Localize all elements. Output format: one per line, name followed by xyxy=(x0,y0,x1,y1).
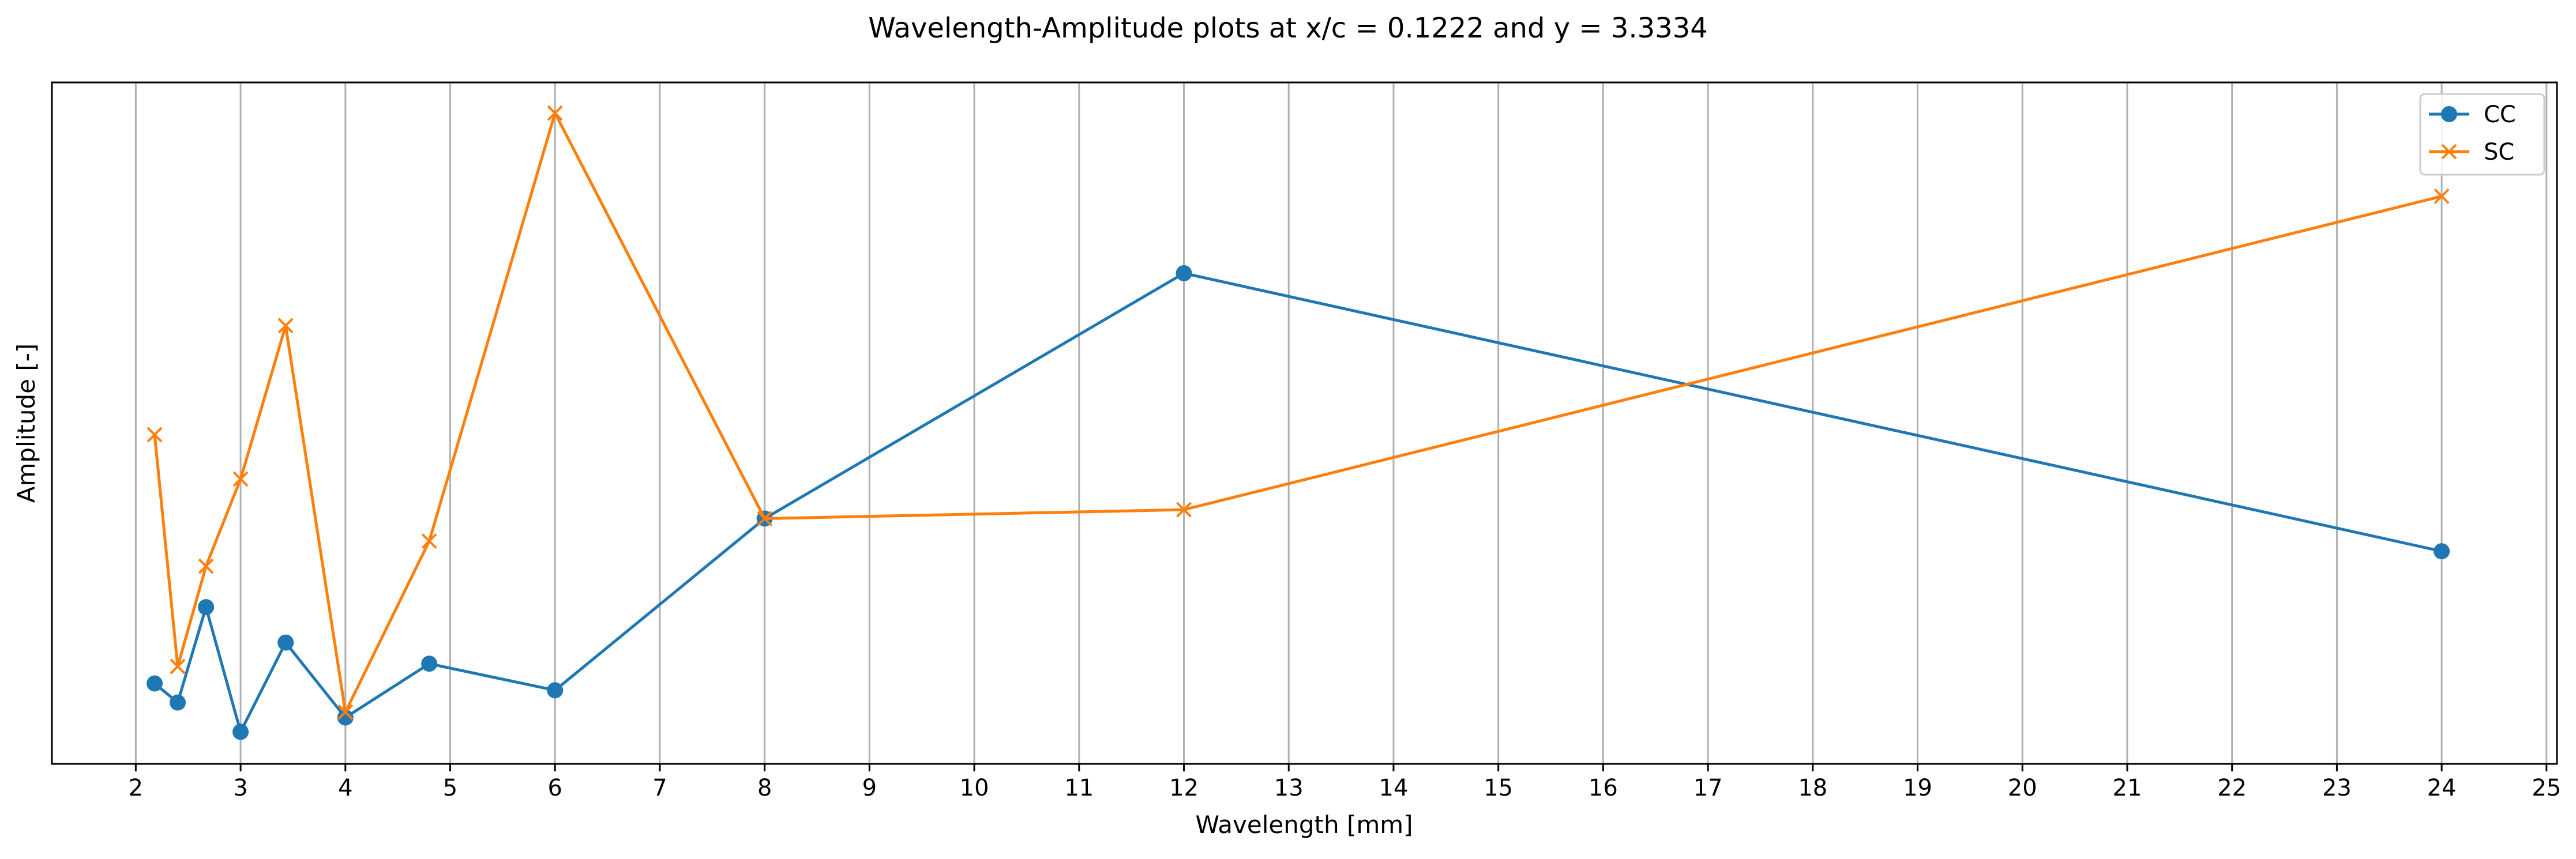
chart-title: Wavelength-Amplitude plots at x/c = 0.12… xyxy=(868,12,1708,44)
series-cc-point xyxy=(170,694,186,711)
series-cc-point xyxy=(2434,543,2450,560)
series-cc-point xyxy=(232,724,249,740)
x-tick-label: 8 xyxy=(757,775,772,801)
x-tick-label: 22 xyxy=(2217,775,2247,801)
x-tick-label: 13 xyxy=(1274,775,1304,801)
legend-swatch-marker xyxy=(2441,106,2457,122)
x-tick-label: 20 xyxy=(2008,775,2037,801)
x-tick-label: 19 xyxy=(1903,775,1932,801)
plot-area-frame xyxy=(51,81,2558,765)
x-tick-label: 4 xyxy=(338,775,352,801)
x-tick-label: 3 xyxy=(233,775,247,801)
x-tick-label: 5 xyxy=(443,775,457,801)
x-tick-label: 24 xyxy=(2427,775,2457,801)
x-tick-label: 21 xyxy=(2113,775,2142,801)
legend-swatch-marker xyxy=(2441,144,2457,160)
series-sc-point xyxy=(337,704,354,720)
series-cc-point xyxy=(337,709,354,726)
series-sc-point xyxy=(170,658,186,675)
x-tick-label: 12 xyxy=(1169,775,1199,801)
series-cc-point xyxy=(147,675,163,692)
series-sc-point xyxy=(277,318,294,334)
x-tick-label: 15 xyxy=(1484,775,1513,801)
legend-entry-cc: CC xyxy=(2429,101,2516,128)
y-axis-title: Amplitude [-] xyxy=(12,344,40,503)
series-sc-point xyxy=(547,105,563,121)
x-tick-label: 14 xyxy=(1379,775,1409,801)
legend-label: SC xyxy=(2484,139,2514,165)
legend-entry-sc: SC xyxy=(2429,139,2514,165)
series-sc-point xyxy=(421,533,437,549)
series-cc-point xyxy=(198,599,215,616)
series-sc-point xyxy=(2434,188,2450,204)
legend-label: CC xyxy=(2484,101,2516,128)
x-axis-title: Wavelength [mm] xyxy=(1195,811,1413,839)
series-sc-point xyxy=(147,427,163,443)
series-cc-point xyxy=(421,655,438,672)
x-tick-label: 16 xyxy=(1589,775,1618,801)
series-cc-point xyxy=(547,682,564,699)
legend: CC SC xyxy=(2419,93,2545,176)
x-tick-label: 23 xyxy=(2322,775,2352,801)
grid xyxy=(134,82,2548,764)
x-tick-label: 10 xyxy=(960,775,989,801)
x-axis-ticks: 2 3 4 5 6 7 8 9 10 11 12 13 14 15 16 17 18 19 20 21 22 23 24 25 xyxy=(129,764,2561,801)
x-tick-label: 9 xyxy=(862,775,877,801)
x-tick-label: 2 xyxy=(129,775,143,801)
series-layer xyxy=(147,105,2450,740)
x-tick-label: 17 xyxy=(1693,775,1723,801)
x-tick-label: 7 xyxy=(652,775,667,801)
series-sc-point xyxy=(1176,502,1192,518)
series-cc-point xyxy=(277,634,294,651)
series-sc-point xyxy=(757,511,773,526)
series-cc-point xyxy=(1176,265,1192,281)
series-sc-point xyxy=(198,558,214,574)
x-tick-label: 6 xyxy=(548,775,562,801)
x-tick-label: 25 xyxy=(2532,775,2561,801)
legend-box xyxy=(2419,93,2545,176)
x-tick-label: 18 xyxy=(1798,775,1827,801)
x-tick-label: 11 xyxy=(1064,775,1094,801)
series-cc xyxy=(147,265,2450,740)
series-sc xyxy=(147,105,2450,720)
series-sc-point xyxy=(232,471,249,487)
